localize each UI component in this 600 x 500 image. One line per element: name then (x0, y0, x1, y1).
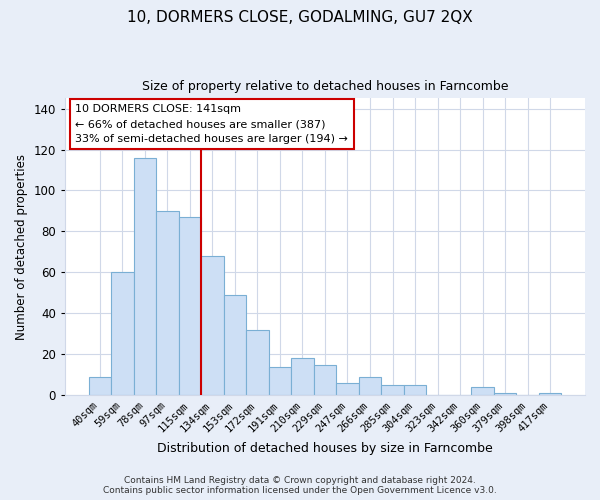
Bar (381, 385, 404, 395)
Bar (134, 158, 156, 395)
Bar (314, 364, 336, 395)
Bar (472, 387, 494, 395)
Text: 10 DORMERS CLOSE: 141sqm
← 66% of detached houses are smaller (387)
33% of semi-: 10 DORMERS CLOSE: 141sqm ← 66% of detach… (76, 104, 348, 144)
Title: Size of property relative to detached houses in Farncombe: Size of property relative to detached ho… (142, 80, 508, 93)
Bar (404, 385, 426, 395)
Bar (89, 377, 111, 395)
Bar (246, 330, 269, 395)
Text: Contains HM Land Registry data © Crown copyright and database right 2024.
Contai: Contains HM Land Registry data © Crown c… (103, 476, 497, 495)
Text: 10, DORMERS CLOSE, GODALMING, GU7 2QX: 10, DORMERS CLOSE, GODALMING, GU7 2QX (127, 10, 473, 25)
Bar (156, 211, 179, 395)
Bar (111, 272, 134, 395)
Bar (201, 256, 224, 395)
Bar (269, 366, 291, 395)
Bar (494, 393, 517, 395)
Bar (291, 358, 314, 395)
X-axis label: Distribution of detached houses by size in Farncombe: Distribution of detached houses by size … (157, 442, 493, 455)
Bar (179, 217, 201, 395)
Bar (224, 295, 246, 395)
Bar (336, 383, 359, 395)
Bar (539, 393, 562, 395)
Y-axis label: Number of detached properties: Number of detached properties (15, 154, 28, 340)
Bar (359, 377, 381, 395)
